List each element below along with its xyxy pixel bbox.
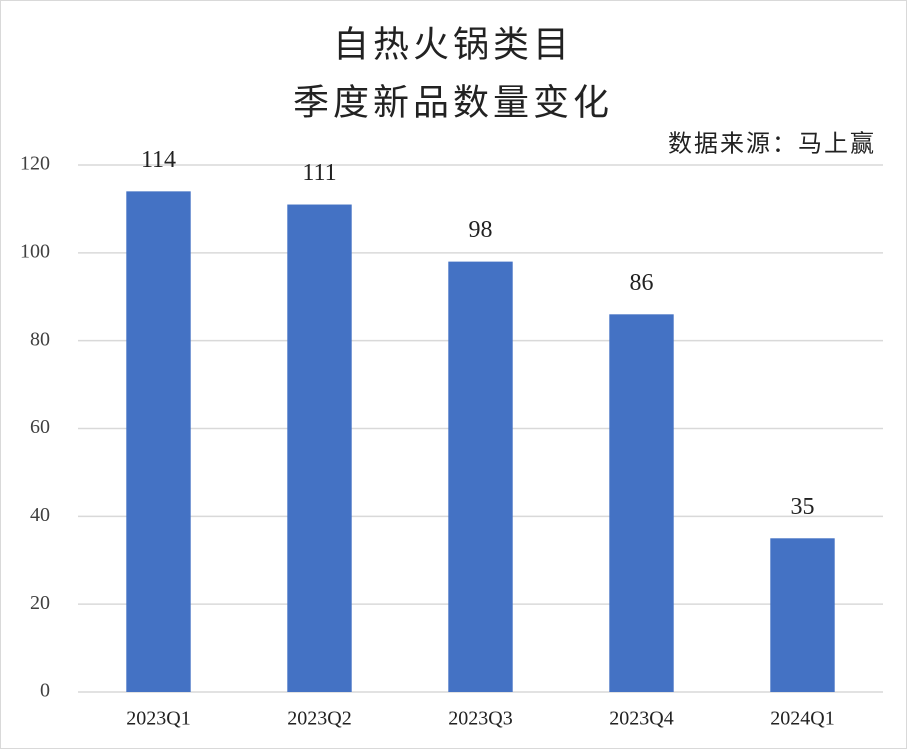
value-label: 114 (141, 147, 176, 173)
bar (448, 261, 513, 692)
chart-title: 自热火锅类目 (333, 24, 573, 64)
bar (126, 191, 191, 692)
y-tick-label: 60 (30, 416, 50, 438)
bar (770, 538, 835, 692)
x-tick-label: 2023Q2 (287, 708, 351, 730)
bar (609, 314, 674, 692)
y-tick-label: 80 (30, 328, 50, 350)
x-tick-label: 2023Q4 (609, 708, 673, 730)
value-label: 35 (791, 494, 815, 520)
x-tick-label: 2023Q3 (448, 708, 512, 730)
bar (287, 204, 352, 692)
chart-title: 季度新品数量变化 (293, 82, 613, 122)
y-tick-label: 100 (20, 240, 50, 262)
y-tick-label: 20 (30, 592, 50, 614)
x-tick-label: 2023Q1 (126, 708, 190, 730)
source-note: 数据来源：马上赢 (668, 131, 876, 158)
y-tick-label: 40 (30, 504, 50, 526)
value-label: 86 (630, 270, 654, 296)
y-tick-label: 120 (20, 153, 50, 175)
x-tick-label: 2024Q1 (770, 708, 834, 730)
value-label: 111 (302, 160, 336, 186)
y-tick-label: 0 (40, 680, 50, 702)
value-label: 98 (469, 217, 493, 243)
